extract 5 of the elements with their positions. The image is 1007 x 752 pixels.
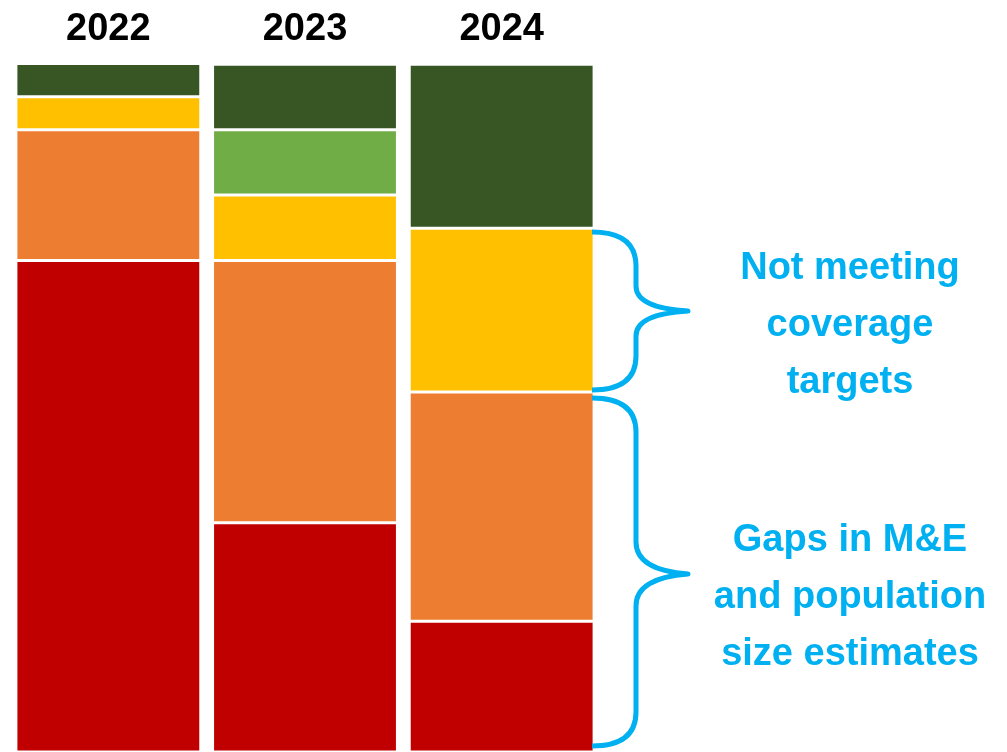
- x-tick-label: 2024: [459, 6, 544, 49]
- x-tick-label: 2023: [262, 6, 348, 49]
- x-tick-label: 2022: [66, 6, 151, 49]
- text: Not meeting coverage targets: [739, 244, 961, 403]
- text: Gaps in M&E and population size estimates: [712, 516, 988, 675]
